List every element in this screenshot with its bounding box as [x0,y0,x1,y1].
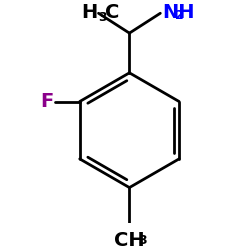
Text: 3: 3 [98,11,106,24]
Text: C: C [105,3,119,22]
Text: 3: 3 [138,234,147,247]
Text: NH: NH [162,3,195,22]
Text: H: H [81,3,98,22]
Text: CH: CH [114,230,145,250]
Text: F: F [40,92,53,111]
Text: 2: 2 [175,10,184,22]
